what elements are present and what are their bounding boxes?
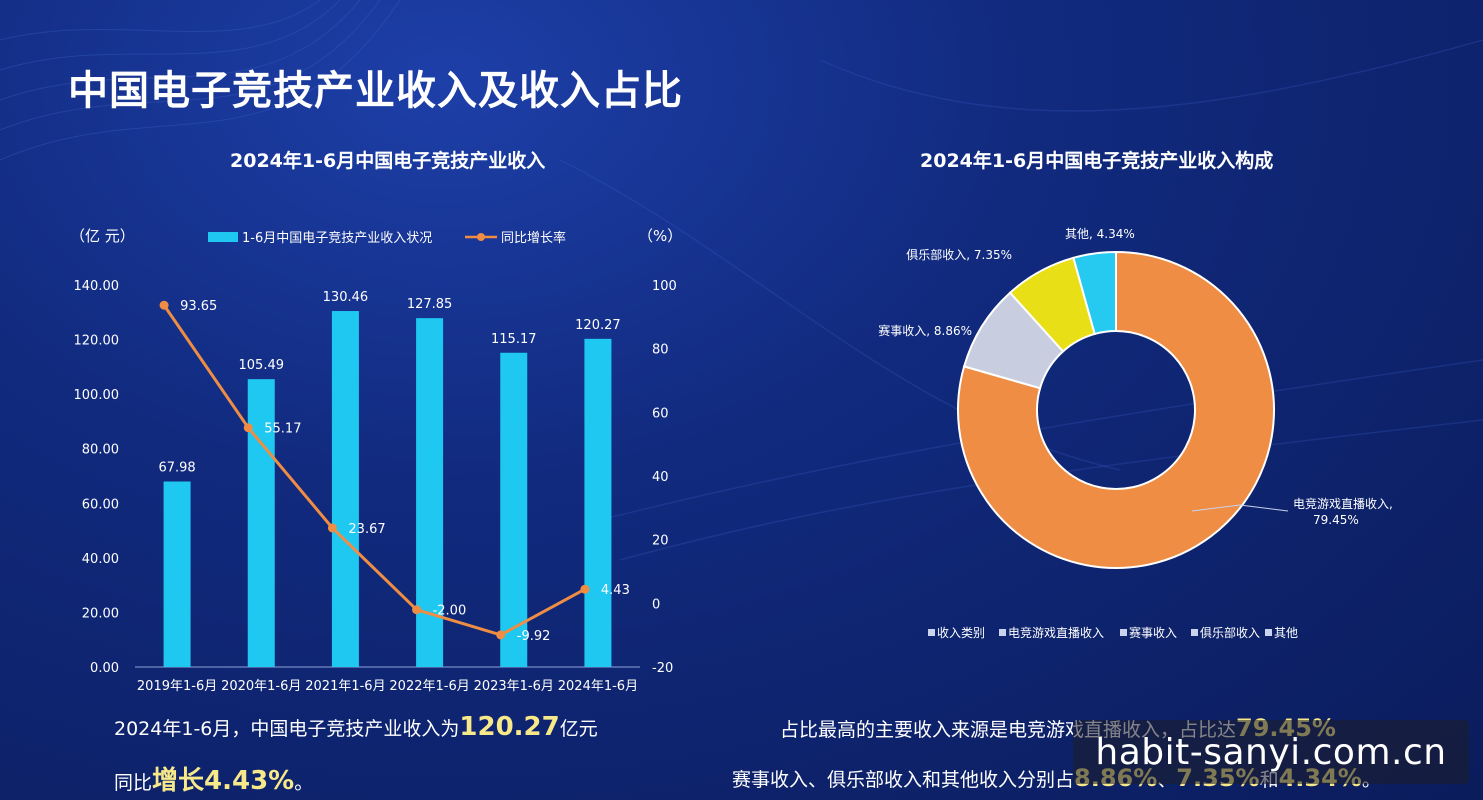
note-text: 赛事收入、俱乐部收入和其他收入分别占 <box>732 769 1075 791</box>
y-tick-label: 100.00 <box>74 388 120 403</box>
x-tick-label: 2022年1-6月 <box>389 679 469 694</box>
growth-data-label: 55.17 <box>264 422 301 437</box>
growth-data-label: -2.00 <box>433 604 467 619</box>
legend-label: 收入类别 <box>937 626 985 640</box>
y-tick-label: 20.00 <box>82 606 119 621</box>
legend-line-marker <box>477 233 485 241</box>
y-tick-label: 60.00 <box>82 497 119 512</box>
donut-slice <box>1072 250 1117 336</box>
slice-label-line: 赛事收入, 8.86% <box>878 323 972 338</box>
watermark: habit-sanyi.com.cn <box>1073 720 1469 784</box>
growth-point <box>243 423 253 433</box>
growth-line <box>162 304 586 637</box>
legend-label: 俱乐部收入 <box>1200 625 1260 640</box>
bar <box>500 352 528 667</box>
growth-point <box>580 584 590 594</box>
y-axis-label: （亿 元） <box>70 227 135 245</box>
growth-point <box>159 300 169 310</box>
growth-data-label: 23.67 <box>348 522 385 537</box>
y-tick-label: 80.00 <box>82 443 119 458</box>
y-tick-label: 120.00 <box>74 334 120 349</box>
legend-swatch <box>999 629 1006 636</box>
x-tick-label: 2021年1-6月 <box>305 679 385 694</box>
bar <box>584 338 612 667</box>
slice-label: 赛事收入, 8.86% <box>878 323 972 338</box>
y-tick-label: 40.00 <box>82 552 119 567</box>
bar <box>163 481 191 667</box>
growth-point <box>412 605 422 615</box>
growth-data-label: 4.43 <box>601 583 630 598</box>
bar-line-chart: 0.00 20.00 40.00 60.00 80.00 100.00 120.00 140.… <box>70 227 682 694</box>
slice-label-line: 79.45% <box>1313 513 1359 527</box>
bar-data-label: 105.49 <box>239 358 285 373</box>
legend-label: 电竞游戏直播收入 <box>1008 626 1104 640</box>
bar-data-label: 67.98 <box>158 461 195 476</box>
slice-label-line: 俱乐部收入, 7.35% <box>906 247 1012 262</box>
legend-bar-label: 1-6月中国电子竞技产业收入状况 <box>242 230 432 246</box>
y-right-tick-label: -20 <box>652 661 673 676</box>
y-right-tick-label: 40 <box>652 470 669 485</box>
y-right-axis-label: （%） <box>638 227 682 245</box>
bar-chart-title: 2024年1-6月中国电子竞技产业收入 <box>230 150 546 172</box>
bar <box>331 311 359 667</box>
y-right-tick-label: 100 <box>652 279 677 294</box>
summary-left-line2: 同比增长4.43%。 <box>114 760 313 797</box>
growth-data-label: -9.92 <box>517 629 551 644</box>
growth-point <box>327 523 337 533</box>
y-right-tick-label: 80 <box>652 343 669 358</box>
summary-left-line1: 2024年1-6月，中国电子竞技产业收入为120.27亿元 <box>114 712 598 742</box>
x-tick-label: 2023年1-6月 <box>474 679 554 694</box>
y-right-tick-label: 20 <box>652 534 669 549</box>
highlight-revenue: 120.27 <box>459 712 560 742</box>
slice-label-line: 电竞游戏直播收入, <box>1293 497 1393 511</box>
legend-label: 赛事收入 <box>1129 625 1177 640</box>
page-title: 中国电子竞技产业收入及收入占比 <box>68 68 683 114</box>
legend-bar-swatch <box>208 232 238 242</box>
y-right-tick-label: 60 <box>652 406 669 421</box>
y-tick-label: 0.00 <box>90 661 119 676</box>
bar-data-label: 130.46 <box>323 290 369 305</box>
legend-swatch <box>1120 629 1127 636</box>
legend-swatch <box>1265 629 1272 636</box>
note-text: 2024年1-6月，中国电子竞技产业收入为 <box>114 718 460 740</box>
note-text: 。 <box>294 772 314 794</box>
slice-label: 俱乐部收入, 7.35% <box>906 247 1012 262</box>
slice-label: 电竞游戏直播收入, 79.45% <box>1293 497 1393 527</box>
growth-data-label: 93.65 <box>180 299 217 314</box>
legend-swatch <box>928 629 935 636</box>
legend-line-label: 同比增长率 <box>501 230 566 246</box>
donut-slice <box>957 250 1275 569</box>
legend-swatch <box>1191 629 1198 636</box>
note-text: 亿元 <box>559 718 598 740</box>
y-tick-label: 140.00 <box>74 279 120 294</box>
bar-data-label: 127.85 <box>407 297 453 312</box>
highlight-growth: 增长4.43% <box>152 766 295 796</box>
x-tick-label: 2019年1-6月 <box>137 679 217 694</box>
slice-leader-line <box>1191 504 1289 512</box>
x-tick-label: 2024年1-6月 <box>558 679 638 694</box>
donut-chart-title: 2024年1-6月中国电子竞技产业收入构成 <box>920 150 1274 172</box>
x-tick-label: 2020年1-6月 <box>221 679 301 694</box>
bar-data-label: 120.27 <box>575 318 621 333</box>
slice-label: 其他, 4.34% <box>1065 227 1135 241</box>
note-text: 同比 <box>114 772 153 794</box>
y-right-tick-label: 0 <box>652 597 660 612</box>
slice-label-line: 其他, 4.34% <box>1065 227 1135 241</box>
growth-point <box>496 630 506 640</box>
bar-data-label: 115.17 <box>491 332 537 347</box>
legend-label: 其他 <box>1274 626 1298 640</box>
donut-chart: 电竞游戏直播收入, 79.45% 赛事收入, 8.86% 俱乐部收入, 7.35% 其他… <box>878 227 1393 640</box>
